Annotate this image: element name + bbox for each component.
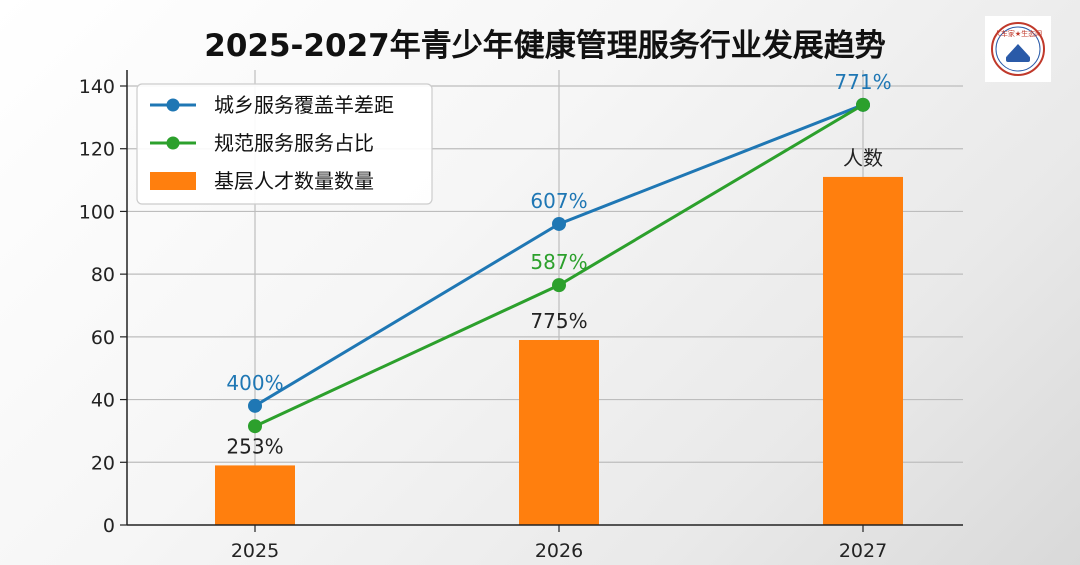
chart-title: 2025-2027年青少年健康管理服务行业发展趋势 xyxy=(204,28,885,64)
xtick-label-2025: 2025 xyxy=(231,540,279,562)
legend-marker-blue xyxy=(166,98,180,112)
site-logo: 人车家★生态网 xyxy=(985,16,1051,82)
legend-label-talent: 基层人才数量数量 xyxy=(214,169,374,193)
line-label-1-2026: 587% xyxy=(530,250,587,274)
logo-ring xyxy=(991,22,1045,76)
bar-2026 xyxy=(519,339,599,525)
line-label-0-2025: 400% xyxy=(226,371,283,395)
line-label-0-2026: 607% xyxy=(530,189,587,213)
ytick-label-20: 20 xyxy=(91,452,115,474)
xtick-label-2026: 2026 xyxy=(535,540,583,562)
bar-series xyxy=(215,176,903,525)
ytick-label-60: 60 xyxy=(91,327,115,349)
legend: 城乡服务覆盖羊差距 规范服务服务占比 基层人才数量数量 xyxy=(136,83,433,205)
point-series-0-2026 xyxy=(552,216,566,231)
bar-2027 xyxy=(823,176,903,525)
ytick-label-40: 40 xyxy=(91,390,115,412)
bar-label-2025: 253% xyxy=(226,434,283,458)
point-series-1-2026 xyxy=(552,278,566,293)
point-series-1-2025 xyxy=(248,419,262,434)
point-series-0-2025 xyxy=(248,398,262,413)
bar-2025 xyxy=(215,465,295,525)
logo-inner-ring xyxy=(995,26,1041,72)
logo-text: 人车家★生态网 xyxy=(994,29,1042,38)
axes: 0 20 40 60 80 100 120 140 2025 2026 2027 xyxy=(79,70,963,562)
house-icon xyxy=(1007,44,1029,56)
bar-label-2027: 人数 xyxy=(843,146,883,170)
data-labels: 253% 775% 人数 400% 607% 771% 587% xyxy=(226,70,891,459)
point-series-1-2027 xyxy=(856,97,870,112)
legend-label-coverage: 城乡服务覆盖羊差距 xyxy=(214,93,394,117)
ytick-label-140: 140 xyxy=(79,76,115,98)
line-label-0-2027: 771% xyxy=(834,70,891,94)
legend-label-standard: 规范服务服务占比 xyxy=(214,131,374,155)
ytick-label-80: 80 xyxy=(91,264,115,286)
legend-box xyxy=(136,83,433,205)
bar-label-2026: 775% xyxy=(530,309,587,333)
xtick-label-2027: 2027 xyxy=(839,540,887,562)
line-series xyxy=(248,97,870,434)
ytick-label-100: 100 xyxy=(79,201,115,223)
legend-marker-green xyxy=(166,136,180,150)
ytick-label-120: 120 xyxy=(79,139,115,161)
ytick-label-0: 0 xyxy=(103,515,115,537)
car-icon xyxy=(1006,56,1030,62)
legend-swatch-bar xyxy=(150,172,196,190)
